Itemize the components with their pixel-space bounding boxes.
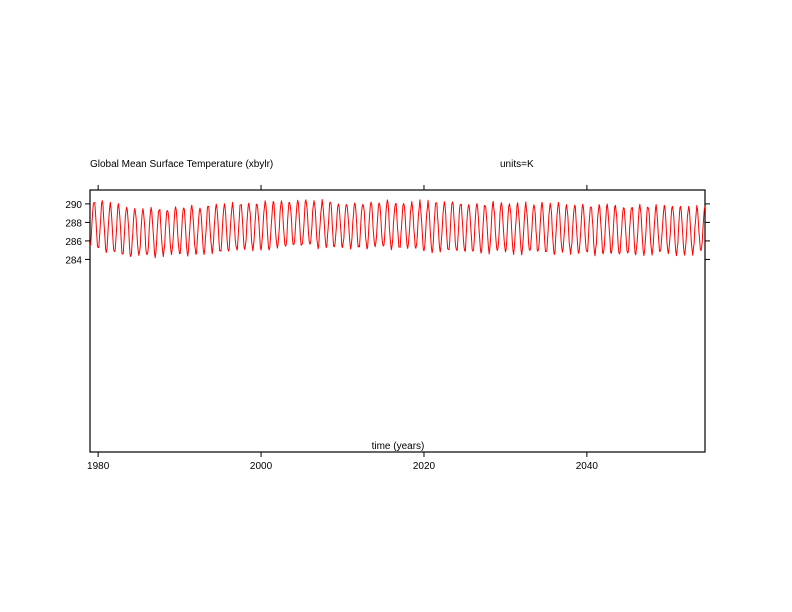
x-tick-label-3: 2040	[576, 461, 599, 472]
x-tick-label-2: 2020	[413, 461, 436, 472]
chart-title: Global Mean Surface Temperature (xbylr)	[90, 159, 273, 170]
series-layer	[89, 198, 706, 259]
plot-frame	[89, 189, 706, 453]
x-axis-label: time (years)	[372, 441, 425, 452]
y-tick-label-1: 286	[65, 237, 82, 248]
x-tick-label-1: 2000	[250, 461, 273, 472]
series-line-0	[89, 198, 706, 259]
y-axis-ticks: 284 286 288 290	[65, 200, 710, 266]
y-tick-label-0: 284	[65, 255, 82, 266]
x-tick-label-0: 1980	[87, 461, 110, 472]
units-label: units=K	[500, 159, 534, 170]
y-tick-label-2: 288	[65, 218, 82, 229]
y-tick-label-3: 290	[65, 200, 82, 211]
x-axis-ticks: 1980 2000 2020 2040	[87, 185, 598, 472]
